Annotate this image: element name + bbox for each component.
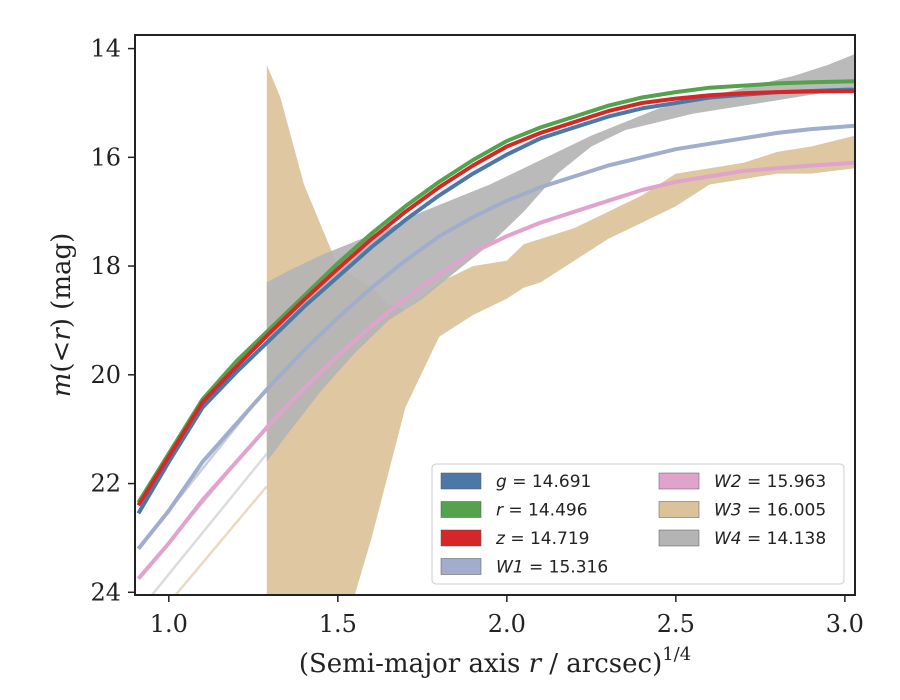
legend-label: W3 = 16.005 [714,501,826,521]
legend-label: r = 14.496 [496,501,588,521]
faint-line-2 [174,485,268,595]
legend-item-z: z = 14.719 [440,529,589,549]
legend-item-w3: W3 = 16.005 [658,501,826,521]
legend-label: W4 = 14.138 [714,529,826,549]
legend-item-r: r = 14.496 [440,501,588,521]
series-line-z [136,89,855,507]
legend-swatch [440,472,482,490]
legend-swatch [440,558,482,575]
x-tick-label: 2.0 [488,610,526,638]
x-axis-label-suffix: / arcsec) [541,649,662,679]
x-tick-label: 3.0 [826,610,864,638]
plot-frame [134,34,856,596]
series-line-r [136,79,855,504]
legend-box [431,463,845,585]
legend-label: g = 14.691 [496,472,591,492]
y-axis-label-prefix: m [47,373,77,398]
legend-item-w1: W1 = 15.316 [440,558,608,578]
y-axis-label-middle: (< [47,341,77,373]
x-tick-label: 2.5 [657,610,695,638]
y-tick-label: 24 [90,578,121,606]
legend-swatch [658,529,700,547]
band-w3 [266,64,855,595]
legend-item-g: g = 14.691 [440,472,591,492]
y-axis: 14 16 18 20 22 24 [90,35,135,606]
lines [136,79,855,581]
legend-label: W1 = 15.316 [496,558,608,578]
x-axis-label: (Semi-major axis r / arcsec)1/4 [299,644,691,679]
series-line-w1 [136,123,855,551]
y-tick-label: 20 [90,361,121,389]
x-axis-label-prefix: (Semi-major axis [299,649,529,679]
legend-label: z = 14.719 [495,529,589,549]
x-axis: 1.0 1.5 2.0 2.5 3.0 [150,595,864,638]
faint-line-3 [150,452,268,595]
bands [266,54,855,595]
band-w4 [266,54,855,462]
x-tick-label: 1.5 [319,610,357,638]
legend: g = 14.691 r = 14.496 z = 14.719 W1 = 15.31… [431,463,845,585]
series-line-w2 [136,160,855,581]
legend-label: W2 = 15.963 [714,472,826,492]
x-axis-label-var: r [529,649,543,679]
y-axis-label-suffix: ) (mag) [47,233,77,329]
x-axis-label-superscript: 1/4 [662,644,691,665]
y-tick-label: 22 [90,470,121,498]
legend-swatch [440,501,482,518]
legend-item-w4: W4 = 14.138 [658,529,826,549]
y-axis-label-var: r [47,327,77,341]
legend-swatch [440,529,482,547]
y-tick-label: 16 [90,143,121,171]
y-tick-label: 14 [90,35,121,63]
legend-swatch [658,501,700,518]
legend-item-w2: W2 = 15.963 [658,472,826,492]
y-axis-label: m(<r) (mag) [47,233,77,398]
x-tick-label: 1.0 [150,610,188,638]
y-tick-label: 18 [90,252,121,280]
legend-swatch [658,472,700,490]
